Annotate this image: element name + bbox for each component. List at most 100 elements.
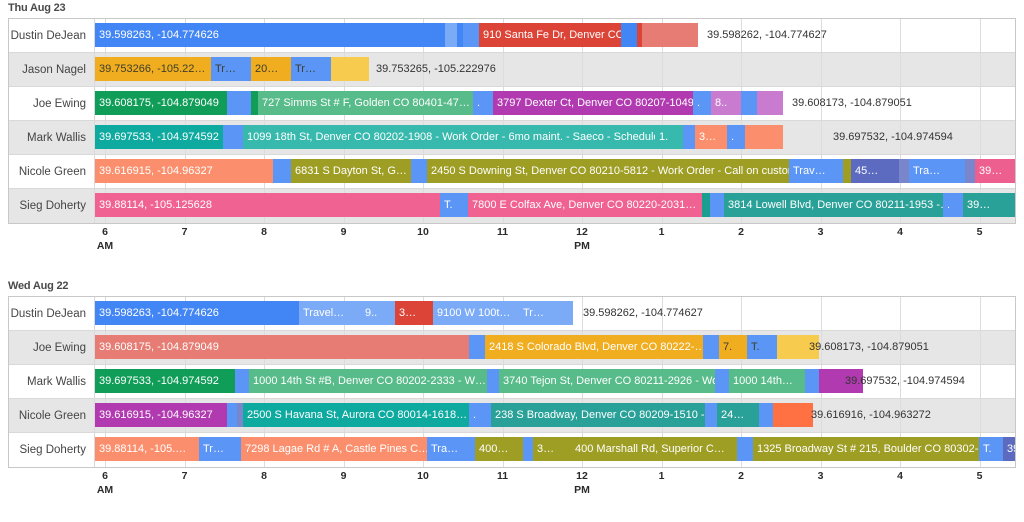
task-bar[interactable] (251, 91, 259, 115)
task-bar[interactable]: . (469, 403, 491, 427)
task-bar[interactable]: 9100 W 100t… (433, 301, 519, 325)
row-track[interactable]: 39.598263, -104.774626 Travel… 9.. 3… 9100 W… (95, 297, 1015, 330)
task-bar[interactable]: 3740 Tejon St, Denver CO 80211-2926 - Wo… (499, 369, 715, 393)
task-bar[interactable] (965, 159, 975, 183)
task-bar[interactable] (235, 369, 249, 393)
task-bar[interactable]: 39.697533, -104.974592 (95, 125, 223, 149)
task-bar[interactable] (273, 159, 291, 183)
task-bar[interactable]: 727 Simms St # F, Golden CO 80401-47… (258, 91, 473, 115)
task-bar[interactable]: 2450 S Downing St, Denver CO 80210-5812 … (427, 159, 789, 183)
task-bar[interactable]: 3… (395, 301, 433, 325)
resource-row[interactable]: Sieg Doherty 39.88114, -105.125628 T. 7800 … (9, 189, 1015, 223)
task-bar[interactable] (223, 125, 243, 149)
task-bar[interactable]: 39.697533, -104.974592 (95, 369, 235, 393)
task-bar[interactable] (457, 23, 465, 47)
task-bar[interactable]: 400… (475, 437, 523, 461)
task-bar[interactable] (899, 159, 909, 183)
task-bar[interactable] (819, 369, 863, 393)
task-bar[interactable]: Tr… (199, 437, 241, 461)
task-bar[interactable] (805, 369, 819, 393)
task-bar[interactable] (759, 403, 773, 427)
resource-row[interactable]: Nicole Green 39.616915, -104.96327 6831 S … (9, 155, 1015, 189)
task-bar[interactable] (642, 23, 698, 47)
row-track[interactable]: 39.697533, -104.974592 1099 18th St, Denv… (95, 121, 1015, 154)
task-bar[interactable]: 1000 14th… (729, 369, 805, 393)
task-bar[interactable]: 3… (695, 125, 727, 149)
row-track[interactable]: 39.598263, -104.774626 910 Santa Fe Dr, D… (95, 19, 1015, 52)
task-bar[interactable]: 39.616915, -104.96327 (95, 159, 273, 183)
task-bar[interactable]: 45… (851, 159, 899, 183)
task-bar[interactable] (715, 369, 729, 393)
row-track[interactable]: 39.697533, -104.974592 1000 14th St #B, D… (95, 365, 1015, 398)
task-bar[interactable]: 39.88114, -105.… (95, 437, 199, 461)
row-track[interactable]: 39.608175, -104.879049 2418 S Colorado Bl… (95, 331, 1015, 364)
task-bar[interactable]: T. (440, 193, 468, 217)
task-bar[interactable]: 39.598263, -104.774626 (95, 23, 445, 47)
task-bar[interactable]: 1325 Broadway St # 215, Boulder CO 80302… (753, 437, 979, 461)
task-bar[interactable]: 1099 18th St, Denver CO 80202-1908 - Wor… (243, 125, 655, 149)
task-bar[interactable] (411, 159, 427, 183)
task-bar[interactable]: 39.598263, -104.774626 (95, 301, 299, 325)
task-bar[interactable] (702, 193, 710, 217)
task-bar[interactable]: . (943, 193, 963, 217)
task-bar[interactable] (237, 403, 245, 427)
task-bar[interactable] (757, 91, 783, 115)
task-bar[interactable] (710, 193, 724, 217)
task-bar[interactable]: Tr… (291, 57, 331, 81)
task-bar[interactable]: 9.. (361, 301, 395, 325)
task-bar[interactable]: Trav… (789, 159, 843, 183)
resource-row[interactable]: Mark Wallis 39.697533, -104.974592 1099 18… (9, 121, 1015, 155)
task-bar[interactable]: . (693, 91, 711, 115)
row-track[interactable]: 39.753266, -105.22… Tr… 20… Tr… 39.753265, -… (95, 53, 1015, 86)
resource-row[interactable]: Joe Ewing 39.608175, -104.879049 727 Simms… (9, 87, 1015, 121)
task-bar[interactable]: 3797 Dexter Ct, Denver CO 80207-1049 - … (493, 91, 693, 115)
task-bar[interactable] (705, 403, 717, 427)
task-bar[interactable]: 24… (717, 403, 759, 427)
row-track[interactable]: 39.88114, -105.125628 T. 7800 E Colfax Ave… (95, 189, 1015, 223)
task-bar[interactable] (741, 91, 757, 115)
task-bar[interactable]: . (473, 91, 493, 115)
task-bar[interactable] (469, 335, 485, 359)
task-bar[interactable]: Tr… (519, 301, 563, 325)
task-bar[interactable] (227, 91, 251, 115)
task-bar[interactable]: 39.608175, -104.879049 (95, 91, 227, 115)
task-bar[interactable] (683, 125, 695, 149)
task-bar[interactable] (331, 57, 369, 81)
task-bar[interactable] (227, 403, 237, 427)
task-bar[interactable]: 2418 S Colorado Blvd, Denver CO 80222-… (485, 335, 703, 359)
row-track[interactable]: 39.616915, -104.96327 6831 S Dayton St, G… (95, 155, 1015, 188)
task-bar[interactable]: Travel… (299, 301, 361, 325)
task-bar[interactable]: 400 Marshall Rd, Superior C… (571, 437, 737, 461)
resource-row[interactable]: Dustin DeJean 39.598263, -104.774626 910 S… (9, 19, 1015, 53)
task-bar[interactable]: 238 S Broadway, Denver CO 80209-1510 -… (491, 403, 705, 427)
task-bar[interactable]: 7298 Lagae Rd # A, Castle Pines C… (241, 437, 427, 461)
task-bar[interactable]: T. (747, 335, 777, 359)
task-bar[interactable]: T. (979, 437, 1003, 461)
task-bar[interactable]: 910 Santa Fe Dr, Denver CO… (479, 23, 621, 47)
task-bar[interactable]: Tra… (909, 159, 965, 183)
task-bar[interactable] (843, 159, 851, 183)
task-bar[interactable] (745, 125, 783, 149)
task-bar[interactable]: 8.. (711, 91, 741, 115)
task-bar[interactable] (703, 335, 719, 359)
task-bar[interactable]: 3814 Lowell Blvd, Denver CO 80211-1953 -… (724, 193, 943, 217)
task-bar[interactable]: 1. (655, 125, 683, 149)
task-bar[interactable] (487, 369, 499, 393)
task-bar[interactable] (621, 23, 637, 47)
task-bar[interactable]: 39… (1003, 437, 1015, 461)
resource-row[interactable]: Sieg Doherty 39.88114, -105.… Tr… 7298 Laga… (9, 433, 1015, 467)
task-bar[interactable] (523, 437, 533, 461)
resource-row[interactable]: Nicole Green 39.616915, -104.96327 2500 S … (9, 399, 1015, 433)
task-bar[interactable] (463, 23, 479, 47)
task-bar[interactable] (445, 23, 457, 47)
task-bar[interactable]: 3… (533, 437, 571, 461)
task-bar[interactable] (637, 23, 645, 47)
task-bar[interactable]: 7. (719, 335, 747, 359)
task-bar[interactable]: 39… (963, 193, 1015, 217)
task-bar[interactable]: 20… (251, 57, 291, 81)
task-bar[interactable] (773, 403, 813, 427)
task-bar[interactable]: 39… (975, 159, 1015, 183)
task-bar[interactable]: 2500 S Havana St, Aurora CO 80014-1618… (243, 403, 469, 427)
task-bar[interactable]: Tra… (427, 437, 475, 461)
task-bar[interactable]: 6831 S Dayton St, G… (291, 159, 411, 183)
